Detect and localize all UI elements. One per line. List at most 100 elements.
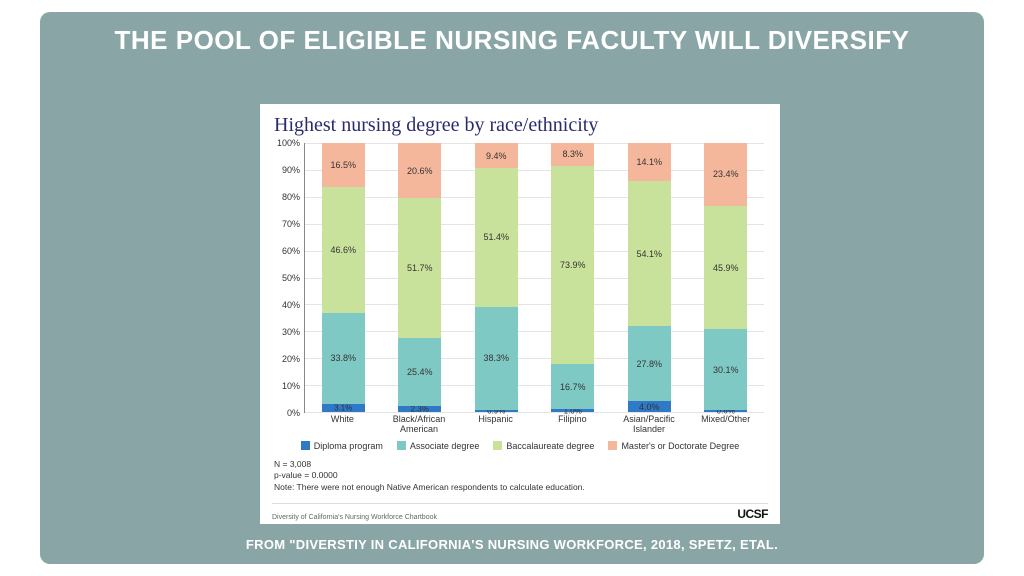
bar-segment: 30.1% bbox=[704, 329, 747, 410]
segment-value-label: 9.4% bbox=[486, 151, 507, 161]
segment-value-label: 8.3% bbox=[562, 149, 583, 159]
bar-segment: 3.1% bbox=[322, 404, 365, 412]
bar-stack: 2.3% 25.4% 51.7% 20.6% bbox=[398, 143, 441, 412]
y-tick-label: 30% bbox=[282, 327, 300, 337]
legend-swatch bbox=[608, 441, 617, 450]
y-tick-label: 20% bbox=[282, 354, 300, 364]
segment-value-label: 30.1% bbox=[713, 365, 739, 375]
bar-segment: 27.8% bbox=[628, 326, 671, 401]
source-row: Diversity of California's Nursing Workfo… bbox=[272, 503, 768, 521]
legend-item: Associate degree bbox=[397, 441, 480, 451]
bar-stack: 0.9%38.3%51.4%9.4% bbox=[475, 143, 518, 412]
x-tick-label: Asian/Pacific Islander bbox=[611, 415, 688, 435]
bar-column: 2.3% 25.4% 51.7% 20.6% bbox=[382, 143, 459, 412]
segment-value-label: 73.9% bbox=[560, 260, 586, 270]
bar-column: 3.1% 33.8% 46.6% 16.5% bbox=[305, 143, 382, 412]
y-axis: 0%10%20%30%40%50%60%70%80%90%100% bbox=[270, 143, 304, 413]
y-tick-label: 80% bbox=[282, 192, 300, 202]
segment-value-label: 45.9% bbox=[713, 263, 739, 273]
slide-citation: FROM "DIVERSTIY IN CALIFORNIA'S NURSING … bbox=[40, 537, 984, 552]
bar-segment: 46.6% bbox=[322, 187, 365, 312]
x-tick-label: Mixed/Other bbox=[687, 415, 764, 435]
bar-stack: 0.6% 30.1% 45.9% 23.4% bbox=[704, 143, 747, 412]
bar-segment: 4.0% bbox=[628, 401, 671, 412]
bar-stack: 3.1% 33.8% 46.6% 16.5% bbox=[322, 143, 365, 412]
gridline bbox=[305, 412, 764, 413]
bar-segment: 54.1% bbox=[628, 181, 671, 327]
legend-swatch bbox=[397, 441, 406, 450]
x-tick-label: White bbox=[304, 415, 381, 435]
legend-swatch bbox=[301, 441, 310, 450]
bars-container: 3.1% 33.8% 46.6% 16.5% 2.3% 25.4% 51.7% 20.6% 0.… bbox=[305, 143, 764, 412]
bar-segment: 51.7% bbox=[398, 198, 441, 337]
segment-value-label: 16.5% bbox=[330, 160, 356, 170]
bar-segment: 2.3% bbox=[398, 406, 441, 412]
bar-segment: 20.6% bbox=[398, 143, 441, 198]
bar-segment: 33.8% bbox=[322, 313, 365, 404]
segment-value-label: 20.6% bbox=[407, 166, 433, 176]
y-tick-label: 50% bbox=[282, 273, 300, 283]
x-tick-label: Black/African American bbox=[381, 415, 458, 435]
chart-footnotes: N = 3,008 p-value = 0.0000 Note: There w… bbox=[274, 459, 766, 493]
slide-frame: THE POOL OF ELIGIBLE NURSING FACULTY WIL… bbox=[40, 12, 984, 564]
segment-value-label: 23.4% bbox=[713, 169, 739, 179]
x-tick-label: Filipino bbox=[534, 415, 611, 435]
footnote-n: N = 3,008 bbox=[274, 459, 766, 470]
legend-item: Master's or Doctorate Degree bbox=[608, 441, 739, 451]
legend-item: Diploma program bbox=[301, 441, 383, 451]
y-tick-label: 40% bbox=[282, 300, 300, 310]
y-tick-label: 100% bbox=[277, 138, 300, 148]
segment-value-label: 4.0% bbox=[639, 402, 660, 412]
footnote-pvalue: p-value = 0.0000 bbox=[274, 470, 766, 481]
legend: Diploma program Associate degree Baccalaur… bbox=[278, 441, 762, 451]
legend-label: Master's or Doctorate Degree bbox=[621, 441, 739, 451]
legend-label: Baccalaureate degree bbox=[506, 441, 594, 451]
segment-value-label: 14.1% bbox=[636, 157, 662, 167]
source-left: Diversity of California's Nursing Workfo… bbox=[272, 514, 437, 521]
segment-value-label: 46.6% bbox=[330, 245, 356, 255]
segment-value-label: 16.7% bbox=[560, 382, 586, 392]
slide-title: THE POOL OF ELIGIBLE NURSING FACULTY WIL… bbox=[40, 12, 984, 62]
bar-segment: 51.4% bbox=[475, 168, 518, 306]
segment-value-label: 51.4% bbox=[483, 232, 509, 242]
bar-column: 0.6% 30.1% 45.9% 23.4% bbox=[688, 143, 765, 412]
bar-column: 1.0% 16.7% 73.9% 8.3% bbox=[535, 143, 612, 412]
bar-segment: 25.4% bbox=[398, 338, 441, 406]
x-tick-label: Hispanic bbox=[457, 415, 534, 435]
bar-column: 0.9%38.3%51.4%9.4% bbox=[458, 143, 535, 412]
bar-segment: 23.4% bbox=[704, 143, 747, 206]
bar-stack: 1.0% 16.7% 73.9% 8.3% bbox=[551, 143, 594, 412]
x-axis-labels: WhiteBlack/African AmericanHispanicFilip… bbox=[304, 415, 764, 435]
bar-segment: 9.4% bbox=[475, 143, 518, 168]
legend-label: Associate degree bbox=[410, 441, 480, 451]
bar-segment: 73.9% bbox=[551, 166, 594, 365]
legend-label: Diploma program bbox=[314, 441, 383, 451]
y-tick-label: 70% bbox=[282, 219, 300, 229]
segment-value-label: 27.8% bbox=[636, 359, 662, 369]
plot-area: 0%10%20%30%40%50%60%70%80%90%100% 3.1%33… bbox=[304, 143, 764, 413]
footnote-note: Note: There were not enough Native Ameri… bbox=[274, 482, 766, 493]
y-tick-label: 10% bbox=[282, 381, 300, 391]
y-tick-label: 0% bbox=[287, 408, 300, 418]
segment-value-label: 25.4% bbox=[407, 367, 433, 377]
legend-item: Baccalaureate degree bbox=[493, 441, 594, 451]
bar-segment: 14.1% bbox=[628, 143, 671, 181]
bar-segment: 8.3% bbox=[551, 143, 594, 165]
segment-value-label: 33.8% bbox=[330, 353, 356, 363]
chart-card: Highest nursing degree by race/ethnicity… bbox=[260, 104, 780, 524]
segment-value-label: 3.1% bbox=[334, 403, 352, 412]
legend-swatch bbox=[493, 441, 502, 450]
bar-segment: 1.0% bbox=[551, 409, 594, 412]
y-tick-label: 60% bbox=[282, 246, 300, 256]
source-right-logo: UCSF bbox=[737, 507, 768, 521]
bar-segment: 0.6% bbox=[704, 410, 747, 412]
segment-value-label: 54.1% bbox=[636, 249, 662, 259]
bar-stack: 4.0% 27.8% 54.1% 14.1% bbox=[628, 143, 671, 412]
bar-segment: 16.5% bbox=[322, 143, 365, 187]
plot: 3.1% 33.8% 46.6% 16.5% 2.3% 25.4% 51.7% 20.6% 0.… bbox=[304, 143, 764, 413]
bar-segment: 45.9% bbox=[704, 206, 747, 329]
chart-title: Highest nursing degree by race/ethnicity bbox=[270, 112, 770, 143]
bar-segment: 16.7% bbox=[551, 364, 594, 409]
bar-column: 4.0% 27.8% 54.1% 14.1% bbox=[611, 143, 688, 412]
segment-value-label: 38.3% bbox=[483, 353, 509, 363]
